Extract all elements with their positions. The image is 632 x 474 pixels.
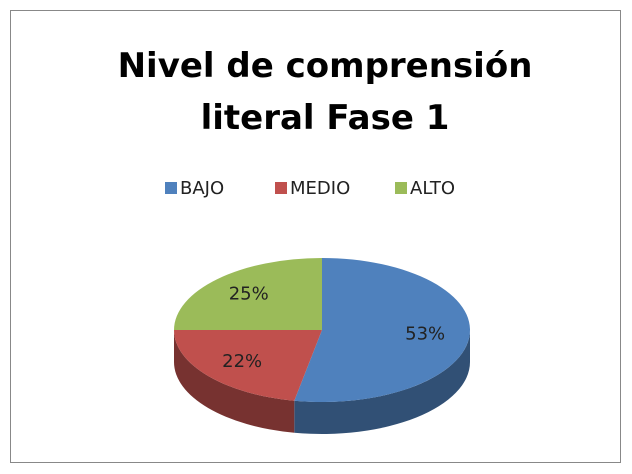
data-label: 22% [222, 351, 262, 372]
legend-label: MEDIO [290, 178, 350, 199]
pie-slice [294, 258, 471, 402]
legend-swatch [275, 182, 287, 194]
legend-swatch [165, 182, 177, 194]
legend-label: ALTO [410, 178, 455, 199]
pie-side [174, 330, 295, 433]
pie-slice [174, 258, 322, 330]
pie-side [294, 330, 470, 434]
pie-slice [174, 330, 322, 401]
data-label: 25% [229, 283, 269, 304]
legend-swatch [395, 182, 407, 194]
chart-title: Nivel de comprensión literal Fase 1 [117, 46, 533, 138]
legend-label: BAJO [180, 178, 224, 199]
data-label: 53% [405, 324, 445, 345]
